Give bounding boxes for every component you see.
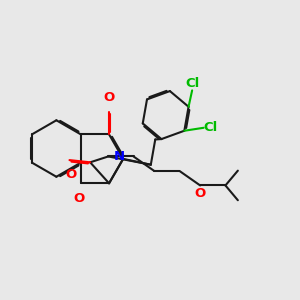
Text: O: O bbox=[103, 91, 115, 104]
Text: O: O bbox=[195, 187, 206, 200]
Text: O: O bbox=[65, 168, 76, 182]
Text: Cl: Cl bbox=[204, 121, 218, 134]
Text: Cl: Cl bbox=[185, 77, 199, 90]
Text: O: O bbox=[74, 192, 85, 205]
Text: N: N bbox=[114, 150, 125, 163]
